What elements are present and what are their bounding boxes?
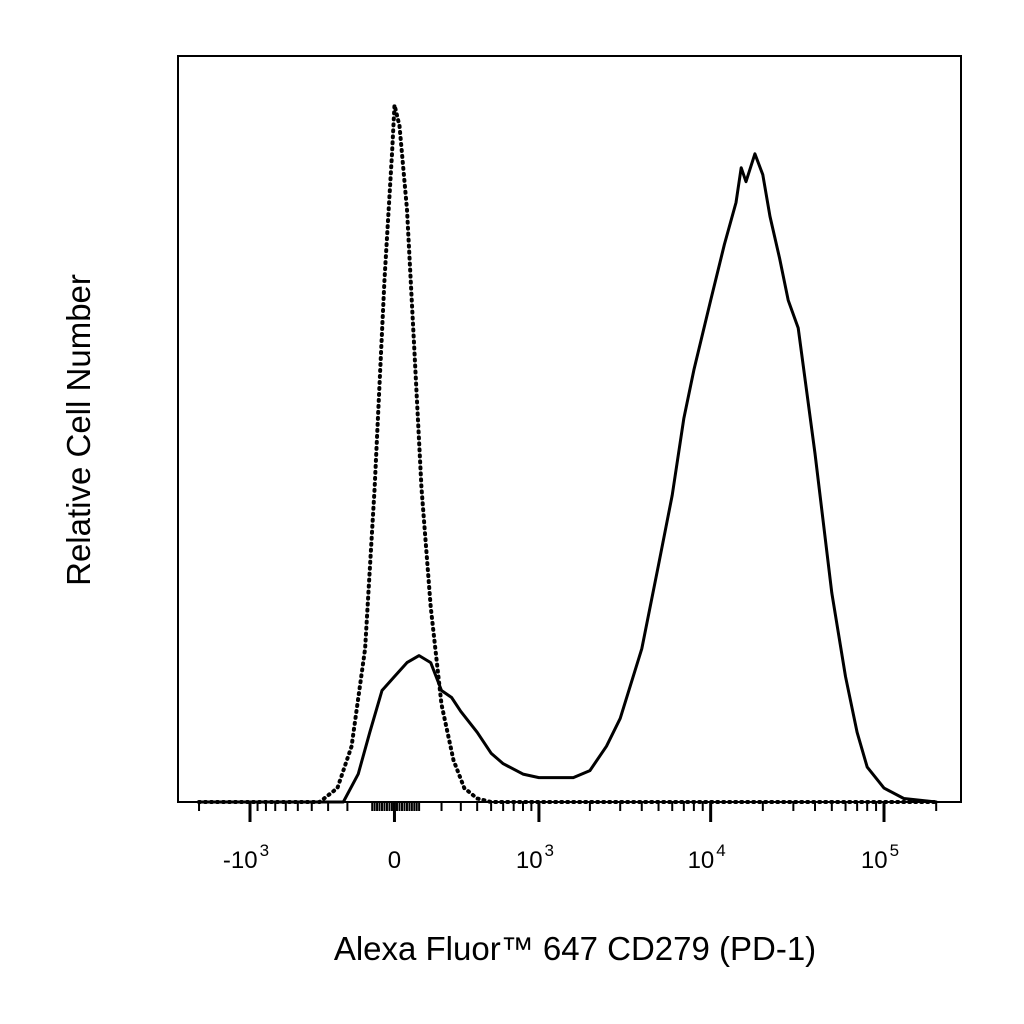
x-axis-title: Alexa Fluor™ 647 CD279 (PD-1) bbox=[334, 930, 816, 967]
x-tick-label-base: 10 bbox=[688, 847, 715, 874]
x-tick-label-exponent: 5 bbox=[890, 841, 899, 860]
series-line-solid bbox=[197, 152, 938, 804]
plot-frame bbox=[177, 55, 962, 803]
x-tick-label-exponent: 4 bbox=[716, 841, 725, 860]
x-tick-label: 10 4 bbox=[688, 841, 726, 874]
x-tick-label: 10 5 bbox=[861, 841, 899, 874]
x-major-ticks bbox=[248, 802, 886, 822]
series-layer bbox=[197, 103, 939, 804]
x-tick-label: -10 3 bbox=[223, 841, 269, 874]
series-line-dotted bbox=[197, 103, 939, 804]
x-tick-label-base: 0 bbox=[388, 847, 401, 874]
x-tick-label-base: 10 bbox=[861, 847, 888, 874]
x-tick-labels: -10 3 0 10 3 10 4 10 5 bbox=[223, 841, 899, 874]
x-tick-label-base: -10 bbox=[223, 847, 258, 874]
x-tick-label-exponent: 3 bbox=[260, 841, 269, 860]
x-tick-label-base: 10 bbox=[516, 847, 543, 874]
x-tick-label: 0 bbox=[388, 847, 401, 874]
x-tick-label: 10 3 bbox=[516, 841, 554, 874]
x-tick-label-exponent: 3 bbox=[545, 841, 554, 860]
y-axis-title: Relative Cell Number bbox=[60, 274, 97, 586]
